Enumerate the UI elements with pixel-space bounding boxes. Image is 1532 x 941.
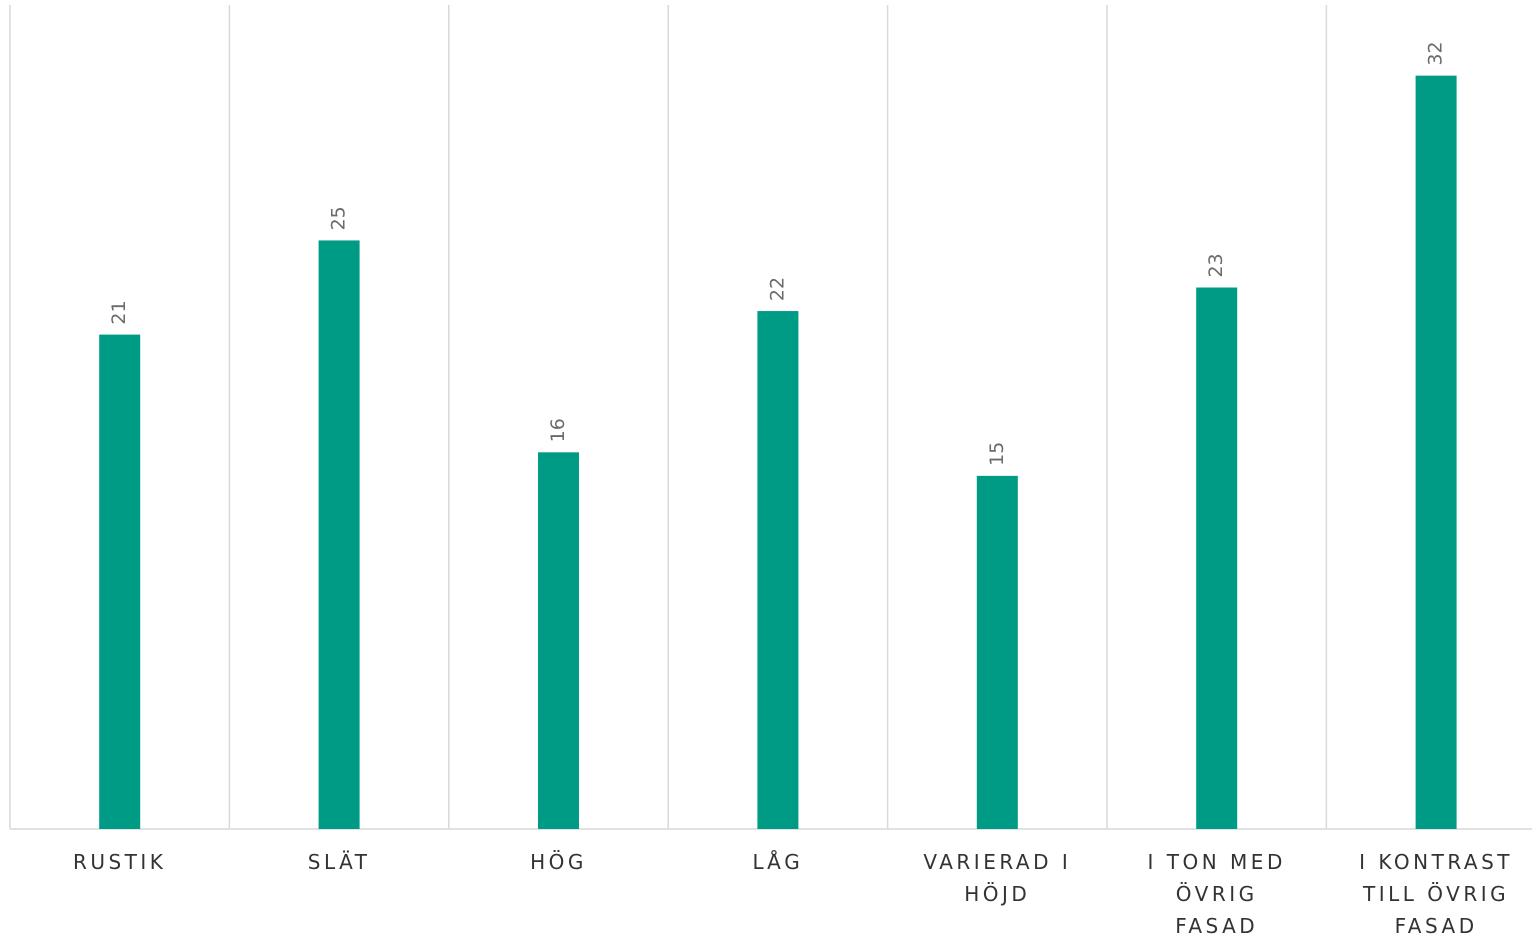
value-label: 21 — [108, 300, 130, 324]
bar — [757, 311, 799, 829]
value-label: 32 — [1425, 41, 1447, 65]
value-label: 16 — [547, 418, 569, 442]
x-tick-label: LÅG — [752, 850, 804, 874]
bar — [318, 240, 360, 829]
bar — [538, 452, 579, 829]
x-tick-label: SLÄT — [307, 850, 371, 874]
bar — [976, 475, 1018, 829]
x-tick-label: I TON MED ÖVRIG FASAD — [1147, 850, 1286, 938]
bar — [1415, 75, 1457, 830]
x-tick-label: RUSTIK — [72, 850, 167, 874]
value-label: 23 — [1205, 253, 1227, 277]
bar — [99, 334, 141, 829]
value-label: 15 — [986, 442, 1008, 466]
x-tick-label: VARIERAD I HÖJD — [923, 850, 1072, 906]
value-label: 22 — [766, 277, 788, 301]
x-tick-label: I KONTRAST TILL ÖVRIG FASAD — [1359, 850, 1514, 938]
x-tick-label: HÖG — [530, 850, 587, 874]
value-label: 25 — [328, 206, 350, 230]
bar — [1196, 287, 1238, 829]
